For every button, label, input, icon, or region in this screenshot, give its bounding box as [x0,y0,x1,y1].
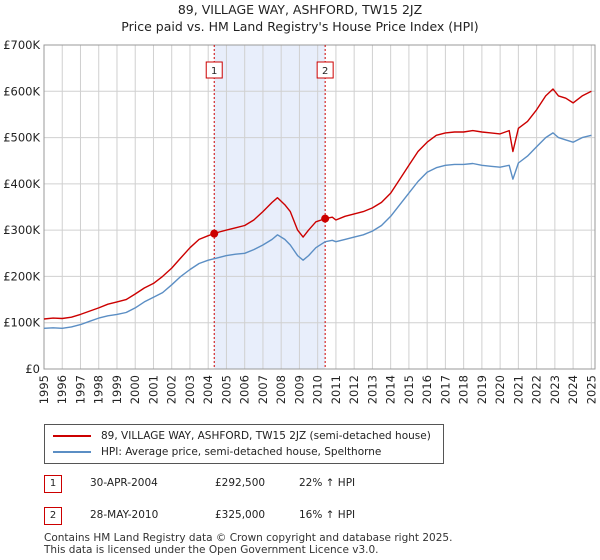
x-tick-label: 2008 [274,375,288,404]
sale-date: 28-MAY-2010 [90,509,159,521]
x-tick-label: 2002 [165,375,179,404]
x-tick-label: 2018 [457,375,471,404]
legend-label-hpi: HPI: Average price, semi-detached house,… [101,446,382,458]
legend-swatch-property [53,435,91,437]
x-tick-label: 2005 [219,375,233,404]
attribution-line-2: This data is licensed under the Open Gov… [44,544,379,556]
sale-date: 30-APR-2004 [90,477,158,489]
shaded-period [214,45,326,369]
y-tick-label: £400K [3,177,40,191]
y-tick-label: £700K [3,38,40,52]
y-tick-label: £500K [3,131,40,145]
y-tick-label: £600K [3,84,40,98]
x-tick-label: 2011 [329,375,343,404]
x-tick-label: 2023 [548,375,562,404]
series-property-line [43,88,592,320]
x-tick-label: 1995 [37,375,51,404]
x-tick-label: 2022 [530,375,544,404]
x-tick-label: 2017 [438,375,452,404]
sale-point-1 [210,229,219,238]
y-tick-label: £300K [3,223,40,237]
x-tick-label: 2003 [183,375,197,404]
y-tick-label: £100K [3,316,40,330]
x-tick-label: 2014 [384,375,398,404]
x-tick-label: 2024 [566,375,580,404]
legend: 89, VILLAGE WAY, ASHFORD, TW15 2JZ (semi… [44,424,444,464]
sale-badge: 2 [44,507,62,525]
sale-price: £325,000 [215,509,266,521]
sale-label-1: 1 [211,66,217,77]
x-tick-label: 2015 [402,375,416,404]
legend-label-property: 89, VILLAGE WAY, ASHFORD, TW15 2JZ (semi… [101,430,431,442]
x-tick-label: 2012 [347,375,361,404]
x-tick-label: 2013 [365,375,379,404]
chart-subtitle: Price paid vs. HM Land Registry's House … [121,19,478,34]
x-tick-label: 2006 [238,375,252,404]
x-tick-label: 2009 [292,375,306,404]
x-tick-label: 2007 [256,375,270,404]
attribution: Contains HM Land Registry data © Crown c… [44,532,452,556]
plot-area [43,44,596,370]
y-tick-label: £0 [25,362,40,376]
price-chart: 89, VILLAGE WAY, ASHFORD, TW15 2JZ Price… [3,2,598,404]
y-tick-label: £200K [3,269,40,283]
attribution-line-1: Contains HM Land Registry data © Crown c… [44,532,453,544]
x-tick-label: 2021 [511,375,525,404]
x-tick-label: 2001 [146,375,160,404]
x-tick-label: 1996 [55,375,69,404]
x-tick-label: 1998 [92,375,106,404]
x-tick-label: 2000 [128,375,142,404]
sale-point-2 [321,214,330,223]
sale-label-2: 2 [322,66,328,77]
x-tick-label: 2004 [201,375,215,404]
x-tick-label: 2019 [475,375,489,404]
series-hpi-line [43,132,592,329]
x-tick-label: 2025 [584,375,598,404]
x-tick-label: 2010 [311,375,325,404]
x-tick-label: 2016 [420,375,434,404]
sale-price: £292,500 [215,477,266,489]
x-tick-label: 1999 [110,375,124,404]
sale-badge: 1 [44,475,62,493]
chart-title: 89, VILLAGE WAY, ASHFORD, TW15 2JZ [178,2,422,17]
sale-hpi-change: 22% ↑ HPI [299,477,356,489]
x-tick-label: 1997 [73,375,87,404]
legend-swatch-hpi [53,451,91,453]
sale-label-box-2 [316,61,334,79]
x-tick-label: 2020 [493,375,507,404]
sale-label-box-1 [205,61,223,79]
sale-hpi-change: 16% ↑ HPI [299,509,356,521]
